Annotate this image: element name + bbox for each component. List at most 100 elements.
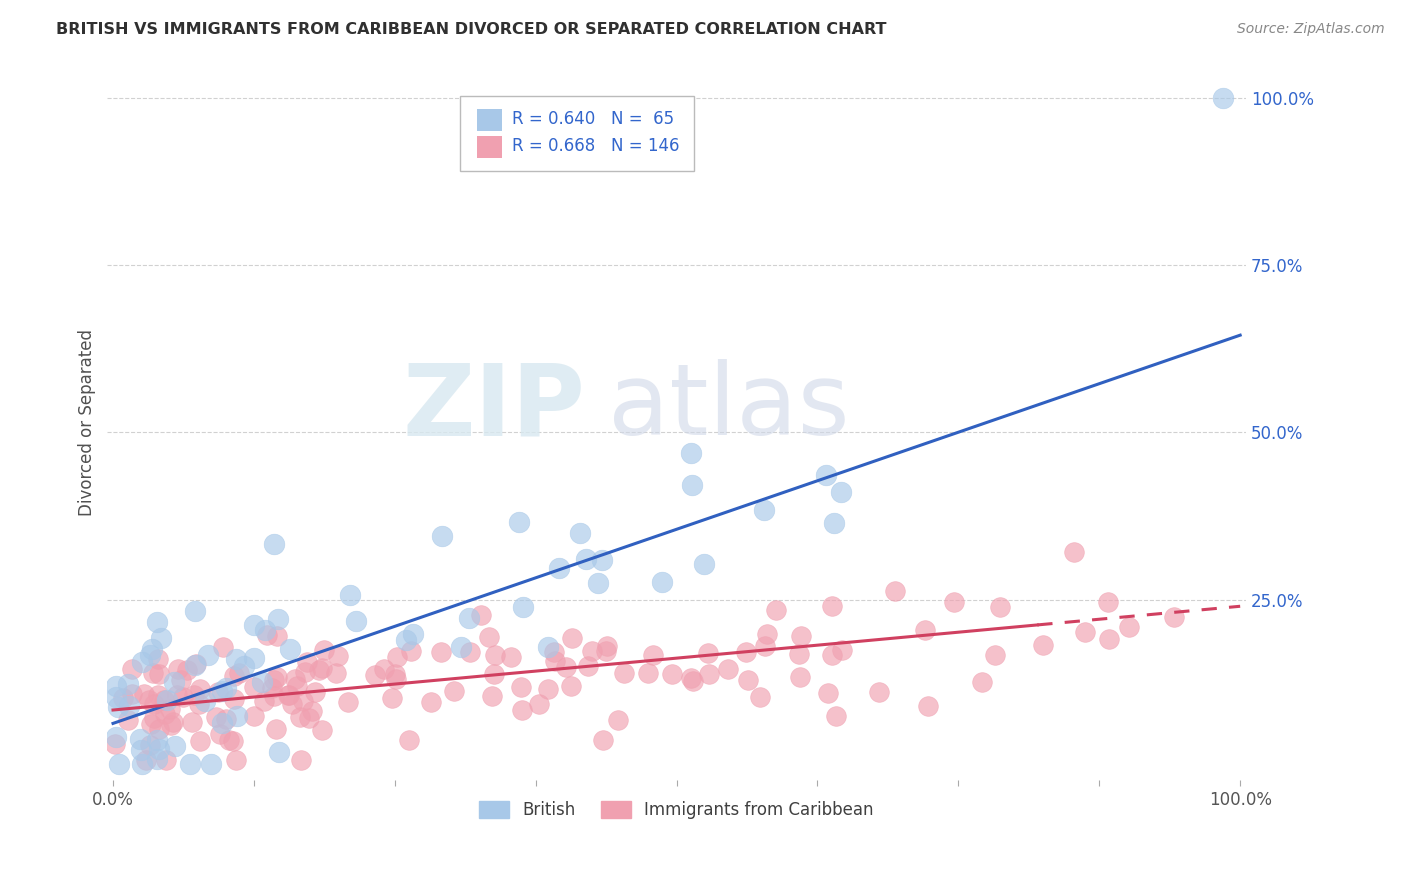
- Point: [591, 552, 613, 566]
- Point: [121, 687, 143, 701]
- Point: [184, 657, 207, 671]
- Point: [972, 674, 994, 689]
- Point: [510, 702, 533, 716]
- Point: [304, 685, 326, 699]
- Point: [1097, 595, 1119, 609]
- Point: [290, 753, 312, 767]
- Point: [183, 688, 205, 702]
- Point: [188, 734, 211, 748]
- Point: [481, 689, 503, 703]
- Point: [167, 662, 190, 676]
- Point: [145, 752, 167, 766]
- Point: [221, 734, 243, 748]
- Point: [430, 644, 453, 658]
- Point: [681, 477, 703, 491]
- Point: [661, 667, 683, 681]
- Point: [311, 661, 333, 675]
- Point: [984, 648, 1007, 663]
- Text: BRITISH VS IMMIGRANTS FROM CARIBBEAN DIVORCED OR SEPARATED CORRELATION CHART: BRITISH VS IMMIGRANTS FROM CARIBBEAN DIV…: [56, 22, 887, 37]
- Point: [148, 722, 170, 736]
- Point: [868, 685, 890, 699]
- Point: [243, 618, 266, 632]
- Point: [118, 698, 141, 713]
- Point: [790, 629, 813, 643]
- Point: [817, 686, 839, 700]
- Point: [555, 660, 578, 674]
- Point: [162, 714, 184, 729]
- Point: [450, 640, 472, 655]
- Point: [651, 575, 673, 590]
- Point: [596, 639, 619, 653]
- Point: [823, 516, 845, 531]
- Point: [263, 537, 285, 551]
- Point: [595, 643, 617, 657]
- Point: [163, 739, 186, 754]
- Point: [266, 612, 288, 626]
- Point: [482, 667, 505, 681]
- Point: [104, 737, 127, 751]
- Point: [325, 666, 347, 681]
- Point: [266, 629, 288, 643]
- Point: [470, 607, 492, 622]
- Point: [458, 611, 481, 625]
- Point: [215, 681, 238, 695]
- Point: [166, 689, 188, 703]
- Point: [443, 684, 465, 698]
- Point: [914, 623, 936, 637]
- Point: [643, 648, 665, 662]
- Point: [561, 631, 583, 645]
- Point: [735, 644, 758, 658]
- Point: [263, 689, 285, 703]
- Point: [211, 715, 233, 730]
- Point: [264, 723, 287, 737]
- Y-axis label: Divorced or Separated: Divorced or Separated: [79, 328, 96, 516]
- Point: [108, 756, 131, 771]
- Point: [613, 665, 636, 680]
- Point: [156, 693, 179, 707]
- Point: [297, 655, 319, 669]
- Point: [181, 714, 204, 729]
- Point: [381, 690, 404, 705]
- Point: [292, 694, 315, 708]
- Point: [420, 695, 443, 709]
- Point: [187, 697, 209, 711]
- Point: [225, 652, 247, 666]
- Point: [243, 651, 266, 665]
- Point: [131, 656, 153, 670]
- Point: [194, 694, 217, 708]
- Point: [326, 649, 349, 664]
- Point: [129, 742, 152, 756]
- Point: [243, 681, 266, 695]
- Text: Source: ZipAtlas.com: Source: ZipAtlas.com: [1237, 22, 1385, 37]
- Point: [131, 756, 153, 771]
- Point: [682, 674, 704, 689]
- Point: [143, 697, 166, 711]
- Point: [543, 645, 565, 659]
- FancyBboxPatch shape: [478, 109, 502, 130]
- Point: [697, 646, 720, 660]
- Point: [537, 682, 560, 697]
- Point: [1032, 638, 1054, 652]
- Point: [398, 732, 420, 747]
- Point: [153, 692, 176, 706]
- Point: [752, 502, 775, 516]
- Point: [344, 614, 367, 628]
- Text: R = 0.640   N =  65: R = 0.640 N = 65: [512, 111, 673, 128]
- Point: [285, 679, 308, 693]
- Point: [484, 648, 506, 662]
- Point: [830, 484, 852, 499]
- Point: [121, 662, 143, 676]
- Point: [159, 701, 181, 715]
- Point: [458, 645, 481, 659]
- Point: [336, 694, 359, 708]
- Point: [508, 515, 530, 529]
- Point: [586, 576, 609, 591]
- Point: [184, 604, 207, 618]
- FancyBboxPatch shape: [460, 96, 693, 171]
- Point: [117, 713, 139, 727]
- Point: [637, 666, 659, 681]
- Point: [252, 675, 274, 690]
- Point: [943, 595, 966, 609]
- Point: [172, 690, 194, 705]
- FancyBboxPatch shape: [478, 136, 502, 158]
